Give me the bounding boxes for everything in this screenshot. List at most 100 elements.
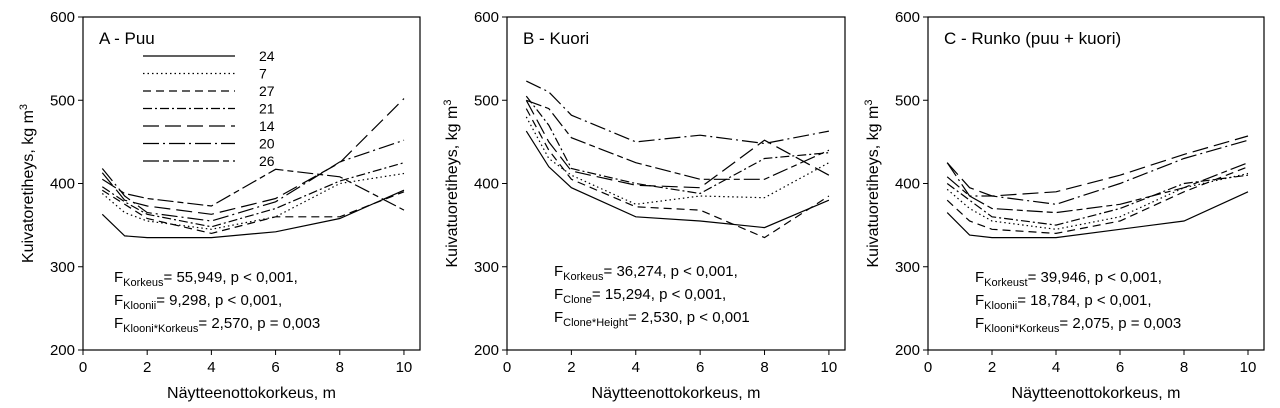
x-axis-label: Näytteenottokorkeus, m <box>167 385 336 402</box>
stat-f: F <box>975 269 984 286</box>
stat-line: FKorkeust= 39,946, p < 0,001, <box>975 269 1162 289</box>
series-line-3 <box>525 108 830 239</box>
stat-f: F <box>554 263 563 280</box>
series-line-2 <box>946 172 1249 230</box>
y-tick-label: 300 <box>50 259 75 276</box>
stat-line: FKloonii= 9,298, p < 0,001, <box>114 292 282 312</box>
legend-label: 7 <box>259 66 267 82</box>
y-tick-label: 500 <box>474 92 499 109</box>
x-tick-label: 4 <box>632 359 640 376</box>
panel-title: B - Kuori <box>523 29 589 48</box>
series-line-5 <box>946 135 1249 197</box>
y-tick-label: 300 <box>474 259 499 276</box>
panel-0: 0 2 4 6 8 10200300400500600Näytteenottokorkeu… <box>18 9 421 402</box>
stat-f: F <box>975 292 984 309</box>
x-tick-label: 10 <box>821 359 838 376</box>
stat-line: FKloonii= 18,784, p < 0,001, <box>975 292 1152 312</box>
y-axis-label-sup: 3 <box>863 100 875 106</box>
y-tick-label: 500 <box>895 92 920 109</box>
stat-value: = 2,530, p < 0,001 <box>628 309 750 326</box>
series-line-14 <box>101 98 405 215</box>
y-tick-label: 600 <box>50 9 75 26</box>
stat-value: = 2,570, p = 0,003 <box>198 315 320 332</box>
y-axis-label-main: Kuivatuoretiheys, kg m <box>444 106 461 268</box>
x-tick-label: 0 <box>924 359 932 376</box>
series-line-5 <box>525 100 830 189</box>
y-tick-label: 400 <box>474 176 499 193</box>
x-tick-label: 0 <box>503 359 511 376</box>
x-tick-label: 2 <box>988 359 996 376</box>
series-line-1 <box>946 191 1249 239</box>
stat-subscript: Kloonii <box>123 300 156 312</box>
y-tick-label: 300 <box>895 259 920 276</box>
stat-line: FClone*Height= 2,530, p < 0,001 <box>554 309 750 329</box>
y-axis-label: Kuivatuoretiheys, kg m3 <box>863 100 882 268</box>
stat-value: = 2,075, p = 0,003 <box>1059 315 1181 332</box>
series-line-6 <box>946 139 1249 205</box>
stat-value: = 39,946, p < 0,001, <box>1028 269 1162 286</box>
y-tick-label: 600 <box>895 9 920 26</box>
stat-f: F <box>114 292 123 309</box>
legend-label: 27 <box>259 83 275 99</box>
panel-title: C - Runko (puu + kuori) <box>944 29 1121 48</box>
stat-subscript: Korkeus <box>123 277 164 289</box>
x-tick-label: 6 <box>1116 359 1124 376</box>
y-tick-label: 400 <box>50 176 75 193</box>
x-tick-label: 10 <box>1240 359 1257 376</box>
y-tick-label: 500 <box>50 92 75 109</box>
x-axis-label: Näytteenottokorkeus, m <box>592 385 761 402</box>
x-tick-label: 0 <box>79 359 87 376</box>
series-line-4 <box>525 95 829 195</box>
series-line-2 <box>525 116 830 205</box>
y-tick-label: 200 <box>50 342 75 359</box>
stat-f: F <box>114 315 123 332</box>
x-tick-label: 8 <box>760 359 768 376</box>
y-tick-label: 200 <box>895 342 920 359</box>
y-axis-label-main: Kuivatuoretiheys, kg m <box>865 106 882 268</box>
x-tick-label: 6 <box>271 359 279 376</box>
stat-f: F <box>554 309 563 326</box>
x-axis-label: Näytteenottokorkeus, m <box>1012 385 1181 402</box>
series-line-1 <box>525 130 830 229</box>
series-line-7 <box>101 172 405 230</box>
y-axis-label-main: Kuivatoretiheys, kg m <box>20 110 37 263</box>
x-tick-label: 8 <box>1180 359 1188 376</box>
stat-value: = 15,294, p < 0,001, <box>592 286 726 303</box>
stat-line: FKorkeus= 36,274, p < 0,001, <box>554 263 738 283</box>
x-tick-label: 6 <box>696 359 704 376</box>
y-axis-label: Kuivatoretiheys, kg m3 <box>18 104 37 263</box>
stat-subscript: Klooni*Korkeus <box>984 323 1060 335</box>
y-axis-label: Kuivatuoretiheys, kg m3 <box>442 100 461 268</box>
x-tick-label: 4 <box>207 359 215 376</box>
stat-f: F <box>114 269 123 286</box>
stat-line: FKorkeus= 55,949, p < 0,001, <box>114 269 298 289</box>
stat-line: FKlooni*Korkeus= 2,570, p = 0,003 <box>114 315 320 335</box>
stat-subscript: Kloonii <box>984 300 1017 312</box>
x-tick-label: 4 <box>1052 359 1060 376</box>
stat-value: = 9,298, p < 0,001, <box>156 292 282 309</box>
y-tick-label: 600 <box>474 9 499 26</box>
series-line-3 <box>946 166 1249 235</box>
series-line-20 <box>101 139 405 222</box>
series-line-27 <box>101 189 405 235</box>
series-line-4 <box>946 174 1249 226</box>
y-axis-label-sup: 3 <box>442 100 454 106</box>
stat-subscript: Korkeus <box>563 271 604 283</box>
stat-subscript: Clone <box>563 294 592 306</box>
stat-value: = 55,949, p < 0,001, <box>164 269 298 286</box>
y-axis-label-sup: 3 <box>18 104 30 110</box>
stat-line: FClone= 15,294, p < 0,001, <box>554 286 726 306</box>
stat-f: F <box>975 315 984 332</box>
series-line-7 <box>946 162 1249 214</box>
panel-1: 0 2 4 6 8 10 200 300 400 500 600 Näytteenottokorkeu… <box>442 9 846 402</box>
x-tick-label: 10 <box>396 359 413 376</box>
stat-subscript: Korkeust <box>984 277 1027 289</box>
series-line-7 <box>526 99 830 180</box>
series-line-21 <box>101 162 405 228</box>
panel-2: 0 2 4 6 8 10 200 300 400 500 600 Näytteenottokorkeu… <box>863 9 1265 402</box>
stat-subscript: Clone*Height <box>563 317 628 329</box>
y-tick-label: 400 <box>895 176 920 193</box>
legend-label: 24 <box>259 48 275 64</box>
stat-value: = 36,274, p < 0,001, <box>604 263 738 280</box>
panel-title: A - Puu <box>99 29 155 48</box>
